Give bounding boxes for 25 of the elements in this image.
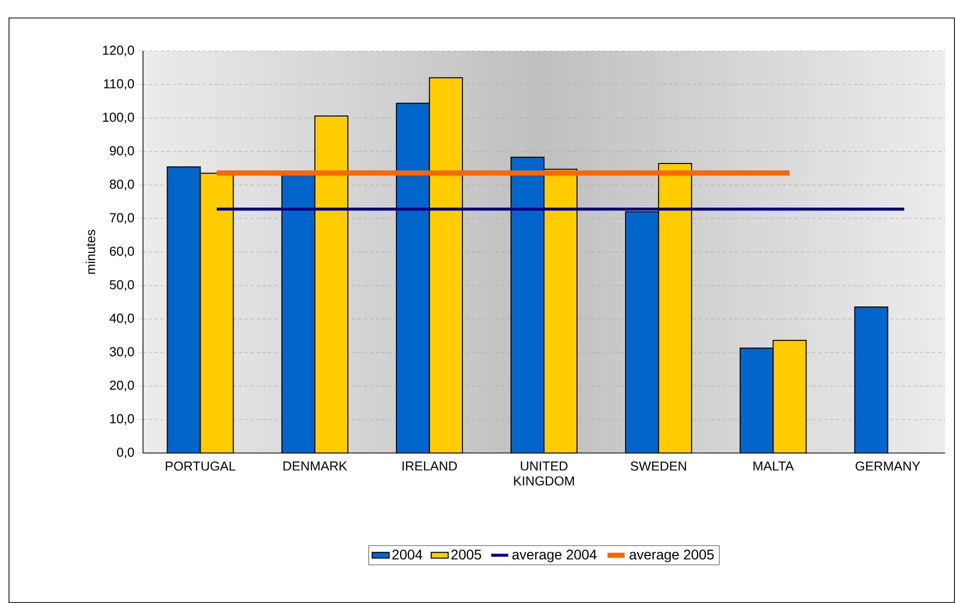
y-tick-label: 0,0: [116, 448, 134, 458]
y-tick-label: 80,0: [110, 180, 134, 190]
legend-label: 2004: [392, 550, 422, 560]
y-tick-label: 40,0: [110, 314, 134, 324]
x-tick-label: DENMARK: [284, 462, 348, 470]
y-axis-title: minutes: [86, 230, 96, 274]
y-tick-label: 100,0: [103, 112, 134, 124]
y-tick-label: 50,0: [110, 280, 134, 291]
x-tick-label: UNITED KINGDOM: [514, 462, 574, 486]
legend-label: average 2004: [512, 550, 597, 562]
y-tick-label: 20,0: [110, 380, 134, 392]
y-tick-label: 70,0: [110, 213, 134, 224]
y-tick-label: 120,0: [103, 46, 134, 56]
x-tick-label: MALTA: [754, 462, 794, 470]
x-tick-label: PORTUGAL: [166, 462, 236, 471]
x-tick-label: IRELAND: [402, 462, 457, 470]
legend-label: 2005: [451, 550, 482, 560]
y-tick-label: 60,0: [110, 246, 134, 258]
legend-label: average 2005: [630, 550, 714, 562]
y-tick-label: 90,0: [110, 146, 134, 157]
y-tick-label: 110,0: [104, 79, 134, 90]
y-tick-label: 10,0: [110, 414, 134, 425]
x-tick-label: SWEDEN: [630, 462, 686, 471]
y-tick-label: 30,0: [110, 347, 134, 358]
x-tick-label: GERMANY: [856, 462, 920, 471]
